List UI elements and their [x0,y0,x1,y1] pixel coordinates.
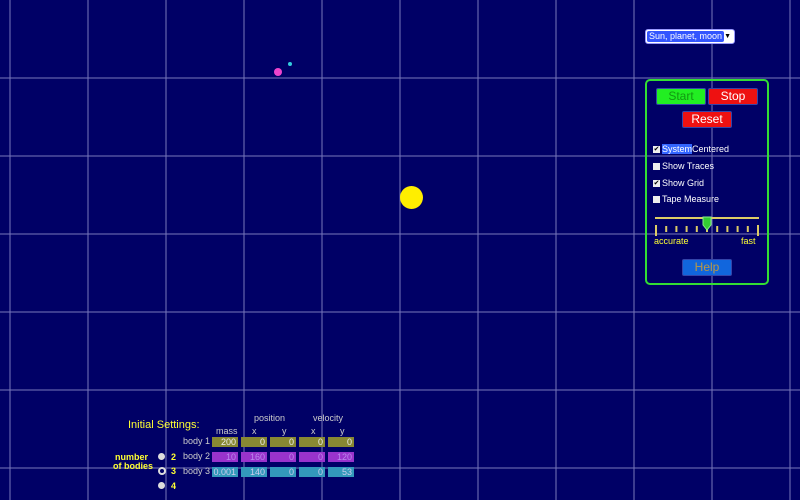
value-input[interactable]: 53 [328,467,354,477]
help-button[interactable]: Help [682,259,732,276]
checkbox-checked-icon: ✔ [653,145,660,153]
value-input[interactable]: 10 [212,452,238,462]
count-label: 2 [171,452,177,462]
column-header: x [252,426,257,436]
preset-value: Sun, planet, moon [647,31,725,42]
reset-button[interactable]: Reset [682,111,732,128]
position-header: position [254,413,286,423]
column-header: y [282,426,287,436]
chevron-down-icon: ▼ [724,33,731,40]
checkbox-unchecked-icon [653,162,660,170]
control-panel: Start Stop Reset ✔ System Centered Show T… [645,79,769,285]
value-input[interactable]: 140 [241,467,267,477]
radio-4-bodies[interactable] [158,482,165,489]
value-input[interactable]: 120 [328,452,354,462]
row-label: body 2 [183,451,211,461]
checkbox-label: System [662,144,693,154]
value-input[interactable]: 0.001 [212,467,238,477]
column-header: x [311,426,316,436]
checkbox-label: Tape Measure [662,194,720,204]
checkbox-unchecked-icon [653,195,660,203]
slider-thumb [702,216,712,231]
checkbox-label: Show Grid [662,178,705,188]
checkbox-checked-icon: ✔ [653,179,660,187]
value-input[interactable]: 0 [328,437,354,447]
tape-measure-checkbox[interactable]: Tape Measure [653,194,719,204]
value-input[interactable]: 0 [270,437,296,447]
velocity-header: velocity [313,413,344,423]
column-header: y [340,426,345,436]
value-input[interactable]: 0 [270,452,296,462]
value-input[interactable]: 0 [299,452,325,462]
settings-title: Initial Settings: [128,419,200,431]
start-button[interactable]: Start [656,88,706,105]
preset-select[interactable]: Sun, planet, moon ▼ [645,29,735,44]
checkbox-label: Centered [692,144,730,154]
speed-slider[interactable] [655,216,759,236]
stop-button[interactable]: Stop [708,88,758,105]
sun-body[interactable] [400,186,423,209]
radio-2-bodies[interactable] [158,453,165,460]
count-label: 3 [171,466,177,476]
column-header: mass [216,426,238,436]
value-input[interactable]: 160 [241,452,267,462]
value-input[interactable]: 0 [299,467,325,477]
planet-body[interactable] [274,68,282,76]
radio-3-bodies[interactable] [158,467,166,475]
slider-min-label: accurate [654,236,689,246]
row-label: body 3 [183,466,211,476]
show-grid-checkbox[interactable]: ✔ Show Grid [653,178,704,188]
count-label: 4 [171,481,177,491]
slider-max-label: fast [741,236,756,246]
number-label: of bodies [113,461,153,471]
checkbox-label: Show Traces [662,161,715,171]
moon-body[interactable] [288,62,292,66]
show-traces-checkbox[interactable]: Show Traces [653,161,714,171]
row-label: body 1 [183,436,211,446]
system-centered-checkbox[interactable]: ✔ System Centered [653,144,729,154]
value-input[interactable]: 0 [270,467,296,477]
number-label: number [115,452,149,462]
value-input[interactable]: 0 [241,437,267,447]
value-input[interactable]: 200 [212,437,238,447]
value-input[interactable]: 0 [299,437,325,447]
